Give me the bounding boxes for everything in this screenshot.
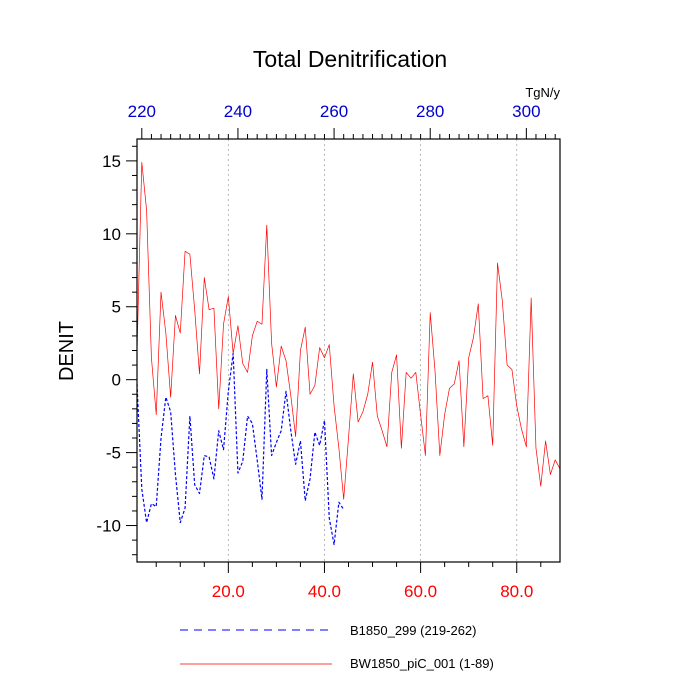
x-bottom-tick-label-0: 20.0 <box>212 582 245 601</box>
x-top-tick-label-2: 260 <box>320 102 348 121</box>
series-layer <box>136 161 561 546</box>
y-axis-label: DENIT <box>56 321 78 381</box>
units-label: TgN/y <box>525 85 560 100</box>
tick-layer: -10 -5 0 5 10 15 20.0 40.0 60.0 80.0 220 240 260 280 3… <box>96 102 556 601</box>
series-line-0 <box>136 352 345 546</box>
y-tick-label-4: 10 <box>102 225 121 244</box>
grid-layer <box>227 139 518 562</box>
y-tick-label-1: -5 <box>106 444 121 463</box>
legend-label-red: BW1850_piC_001 (1-89) <box>350 656 494 671</box>
series-line-1 <box>136 161 561 500</box>
x-top-tick-label-0: 220 <box>128 102 156 121</box>
legend: B1850_299 (219-262) BW1850_piC_001 (1-89… <box>180 623 494 671</box>
x-bottom-tick-label-3: 80.0 <box>500 582 533 601</box>
x-top-tick-label-1: 240 <box>224 102 252 121</box>
legend-label-blue: B1850_299 (219-262) <box>350 623 477 638</box>
y-tick-label-2: 0 <box>112 371 121 390</box>
y-tick-label-5: 15 <box>102 152 121 171</box>
y-tick-label-0: -10 <box>96 517 121 536</box>
chart-title: Total Denitrification <box>253 46 447 72</box>
x-bottom-tick-label-1: 40.0 <box>308 582 341 601</box>
y-tick-label-3: 5 <box>112 298 121 317</box>
x-top-tick-label-3: 280 <box>416 102 444 121</box>
x-top-tick-label-4: 300 <box>512 102 540 121</box>
x-bottom-tick-label-2: 60.0 <box>404 582 437 601</box>
